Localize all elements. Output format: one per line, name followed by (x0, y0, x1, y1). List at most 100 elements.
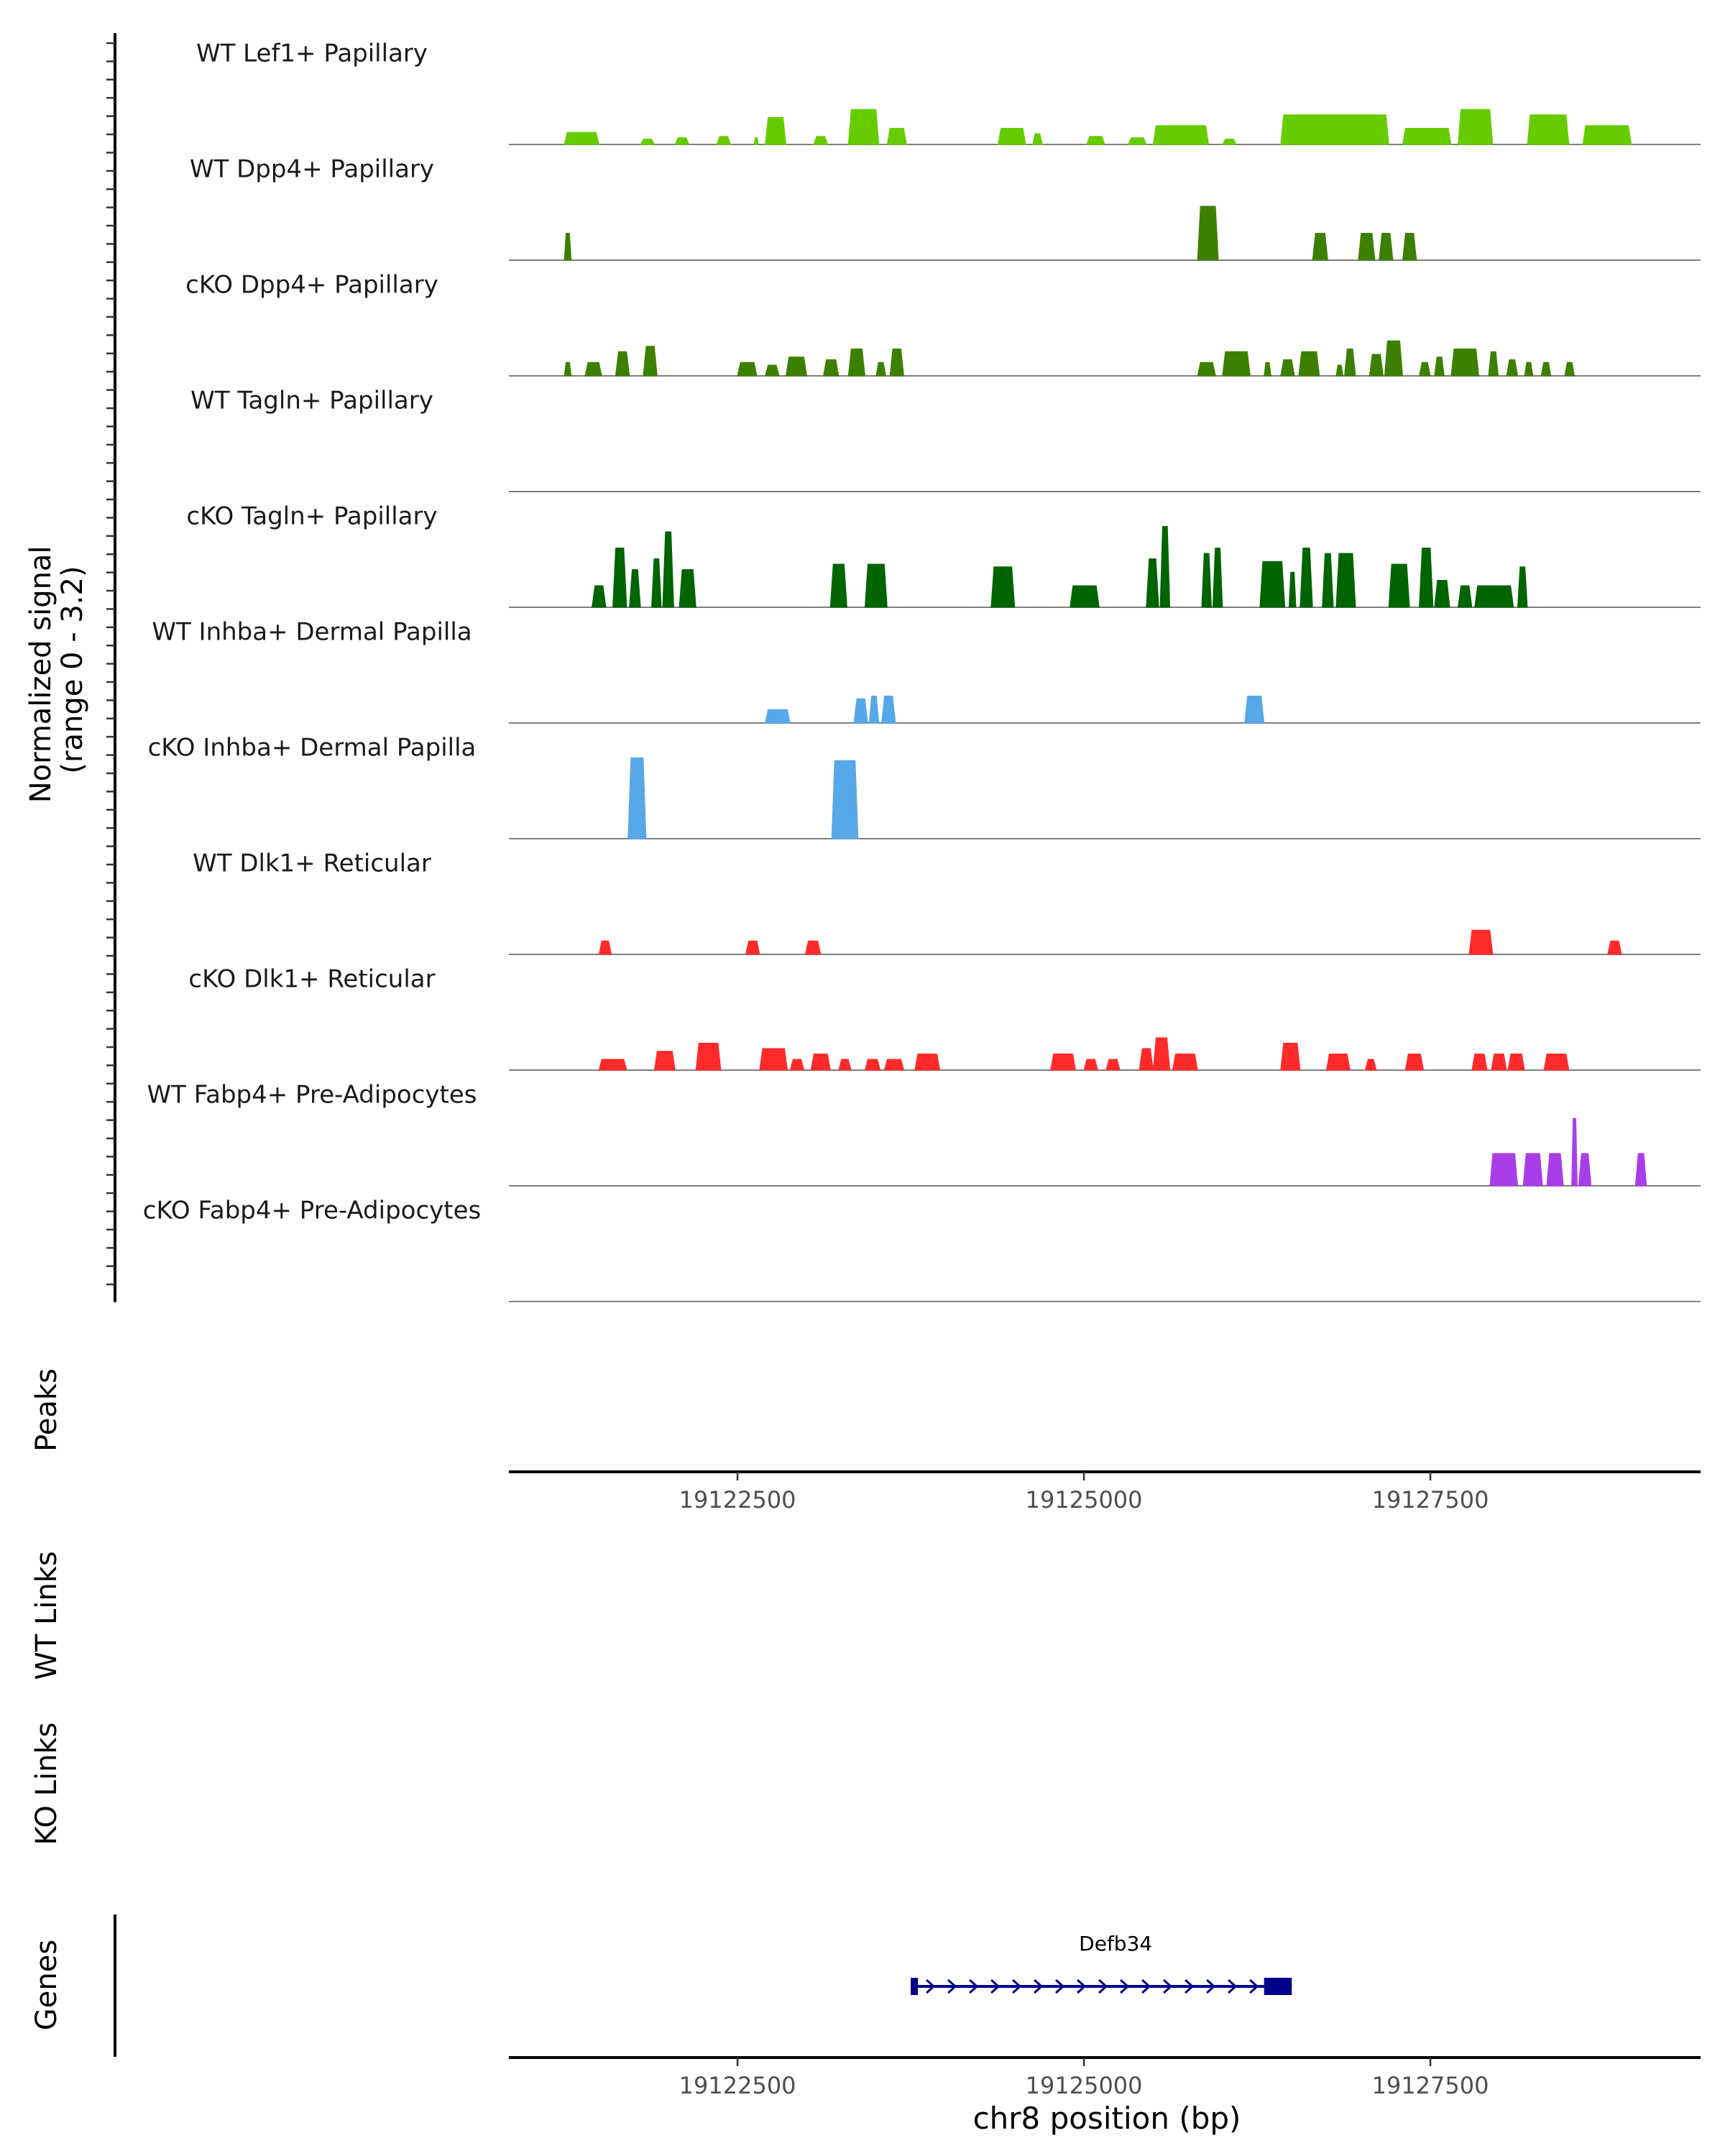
signal-peak (1450, 349, 1480, 377)
signal-peak (598, 1059, 627, 1071)
signal-peak (823, 359, 840, 377)
signal-peak (678, 569, 696, 608)
signal-peak (804, 940, 822, 955)
strand-arrow (926, 1978, 936, 1994)
signal-peak (1517, 566, 1528, 608)
y-axis-label-line2: (range 0 - 3.2) (56, 566, 89, 773)
strand-arrow (1206, 1978, 1216, 1994)
strand-arrow (1034, 1978, 1044, 1994)
y-axis-label-line1: Normalized signal (24, 545, 58, 803)
strand-arrow (1141, 1978, 1151, 1994)
signal-peak (1419, 361, 1431, 377)
track-0: WT Lef1+ Papillary (196, 40, 1701, 145)
signal-peak (1322, 553, 1334, 608)
signal-peak (1335, 364, 1344, 377)
signal-peak (838, 1059, 852, 1071)
signal-peak (1474, 585, 1514, 608)
signal-peak (864, 563, 888, 608)
signal-peak (640, 139, 656, 145)
signal-peak (868, 696, 880, 724)
peaks-tick-label: 19127500 (1372, 1486, 1489, 1514)
track-label: cKO Fabp4+ Pre-Adipocytes (143, 1197, 482, 1225)
signal-peak (695, 1043, 722, 1071)
signal-peak (1197, 206, 1219, 261)
signal-peak (829, 563, 847, 608)
signal-peak (1159, 526, 1171, 608)
track-5: WT Inhba+ Dermal Papilla (152, 618, 1701, 724)
signal-peak (997, 128, 1026, 145)
strand-arrow (1228, 1978, 1238, 1994)
signal-peak (753, 137, 759, 145)
signal-peak (1264, 361, 1271, 377)
axis-layer: 19122500 19125000 19127500 19122500 19125000… (106, 33, 1701, 2099)
signal-peak (629, 569, 641, 608)
track-label: WT Fabp4+ Pre-Adipocytes (147, 1081, 477, 1110)
track-label: cKO Dlk1+ Reticular (188, 965, 435, 994)
signal-peak (716, 136, 732, 145)
signal-peak (1368, 354, 1384, 377)
signal-peak (789, 1059, 805, 1071)
signal-peak (1607, 940, 1622, 955)
signal-peak (1419, 548, 1434, 608)
signal-peak (1312, 233, 1328, 261)
strand-arrow (1184, 1978, 1195, 1994)
signal-peak (1146, 558, 1159, 608)
genes-label: Genes (30, 1940, 63, 2030)
signal-peak (1527, 114, 1570, 145)
track-label: cKO Dpp4+ Papillary (185, 271, 438, 300)
signal-peak (990, 566, 1016, 608)
signal-peak (615, 351, 630, 377)
signal-peak (1471, 1054, 1488, 1071)
genes-tick-label: 19122500 (679, 2072, 796, 2099)
signal-peak (1358, 233, 1376, 261)
track-label: WT Inhba+ Dermal Papilla (152, 618, 472, 647)
peaks-tick-label: 19125000 (1026, 1486, 1143, 1514)
signal-peak (847, 349, 866, 377)
strand-arrow (947, 1978, 957, 1994)
genes-tick-label: 19125000 (1026, 2072, 1143, 2099)
peaks-label: Peaks (30, 1368, 63, 1452)
signal-peak (1222, 139, 1237, 145)
signal-peak (1298, 351, 1320, 377)
track-label: WT Tagln+ Papillary (190, 387, 433, 415)
signal-peak (1540, 361, 1552, 377)
signal-peak (1507, 1054, 1525, 1071)
strand-arrow (1249, 1978, 1259, 1994)
signal-peak (1489, 1153, 1519, 1187)
signal-peak (765, 117, 787, 145)
signal-peak (1201, 553, 1212, 608)
tracks-layer: WT Lef1+ Papillary WT Dpp4+ Papillary cKO … (143, 40, 1701, 1302)
signal-peak (674, 137, 690, 145)
signal-peak (1468, 929, 1494, 955)
signal-peak (1488, 351, 1499, 377)
signal-peak (1434, 580, 1450, 608)
signal-peak (1543, 1054, 1570, 1071)
signal-peak (1404, 1054, 1425, 1071)
signal-peak (1524, 361, 1534, 377)
track-label: WT Lef1+ Papillary (196, 40, 428, 68)
signal-peak (1128, 137, 1147, 145)
signal-peak (1335, 553, 1356, 608)
signal-peak (1506, 359, 1519, 377)
signal-peak (1152, 125, 1210, 145)
signal-peak (889, 349, 905, 377)
track-4: cKO Tagln+ Papillary (186, 502, 1701, 608)
signal-peak (1364, 1059, 1377, 1071)
strand-arrow (1120, 1978, 1130, 1994)
signal-peak (1571, 1118, 1578, 1187)
ko-links-label: KO Links (30, 1723, 63, 1846)
signal-peak (1300, 548, 1313, 608)
signal-peak (1083, 1059, 1099, 1071)
strand-arrow (1098, 1978, 1108, 1994)
signal-peak (1491, 1054, 1507, 1071)
signal-peak (831, 760, 859, 839)
signal-peak (612, 548, 627, 608)
signal-peak (584, 361, 602, 377)
signal-peak (1152, 1037, 1171, 1071)
track-10: cKO Fabp4+ Pre-Adipocytes (143, 1197, 1701, 1302)
signal-peak (643, 346, 658, 377)
y-axis-label: Normalized signal (range 0 - 3.2) (24, 537, 89, 803)
signal-peak (813, 136, 829, 145)
signal-peak (785, 356, 808, 377)
